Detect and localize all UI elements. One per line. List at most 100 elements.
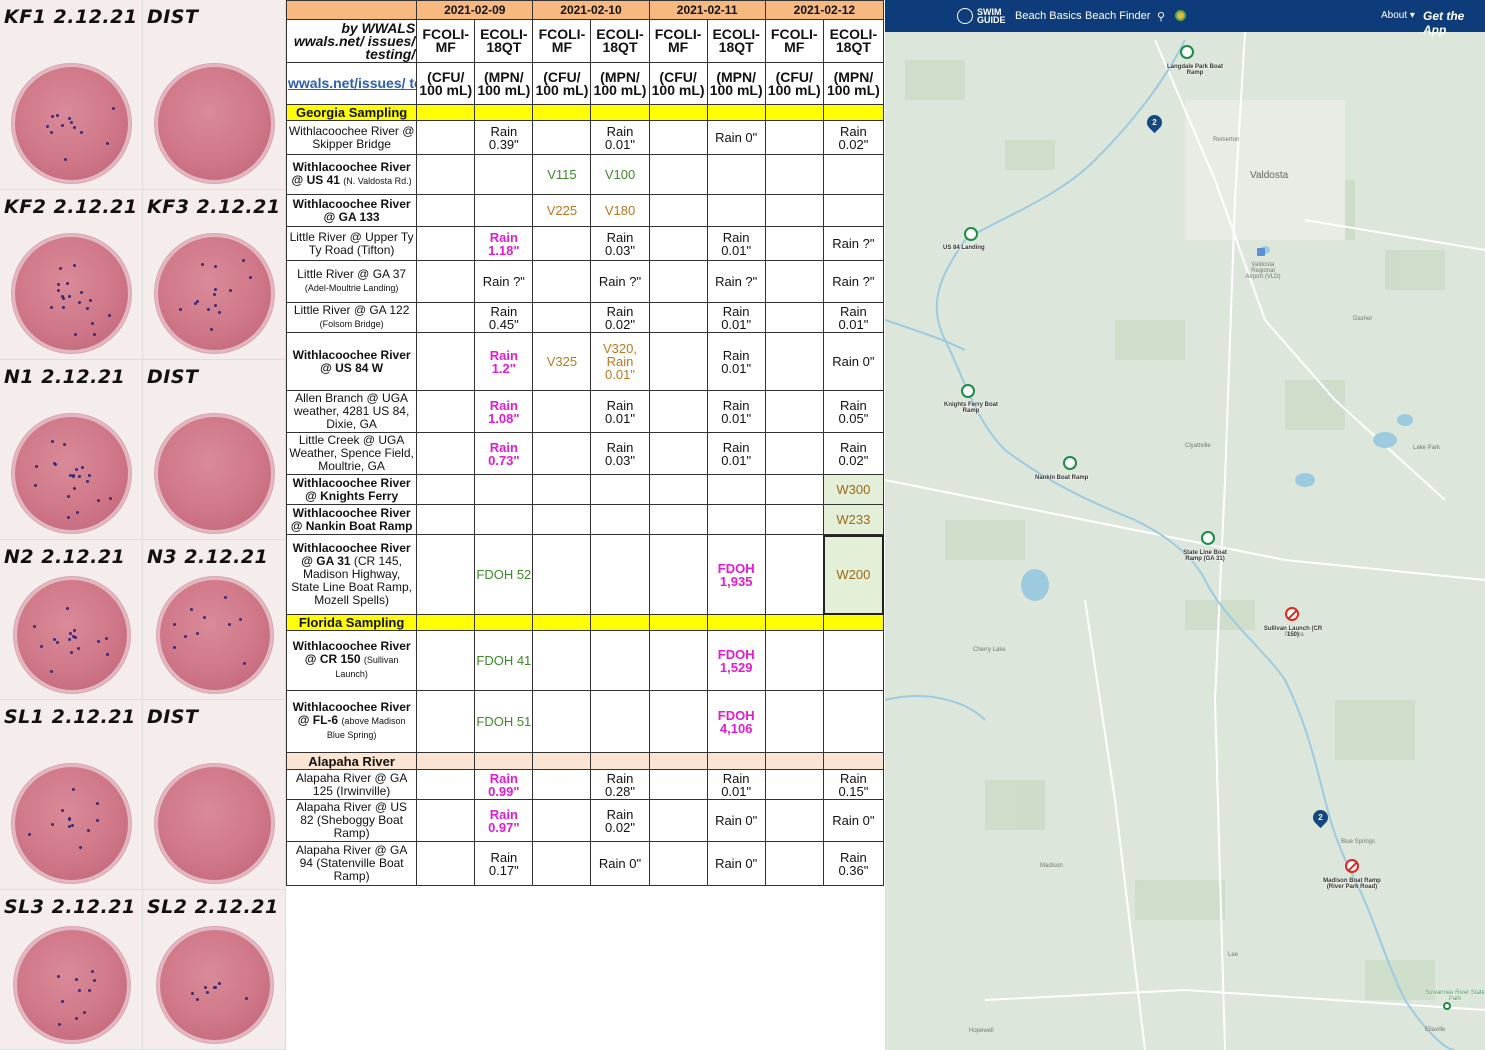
beach-marker[interactable] [1063,456,1077,470]
plate-label: KF3 2.12.21 [147,196,281,218]
data-cell: FDOH 1,935 [706,534,766,615]
data-cell: Rain ?" [706,260,766,303]
data-cell [532,120,592,155]
section-filler [416,614,476,631]
colony-dot [74,636,78,640]
colony-dot [95,801,99,805]
col-ecoli: ECOLI-18QT [822,19,885,63]
colony-dot [67,294,71,298]
beach-marker[interactable] [1443,1002,1451,1010]
swim-guide-logo-icon[interactable] [957,8,973,24]
section-label: Alapaha River [285,752,418,770]
data-cell [706,154,766,195]
section-filler [764,752,824,770]
data-cell: Rain 0" [706,841,766,886]
attribution-prefix: by WWALS [341,19,416,36]
colony-dot [201,262,205,266]
table-row: Allen Branch @ UGA weather, 4281 US 84, … [285,390,885,433]
beach-marker[interactable] [1180,45,1194,59]
colony-dot [202,616,206,620]
swim-guide-logo[interactable]: SWIM GUIDE [977,8,1006,25]
colony-dot [57,974,61,978]
colony-dot [67,495,71,499]
colony-dot [46,125,50,129]
data-cell [416,120,476,155]
col-fcoli: FCOLI-MF [416,19,476,63]
col-ecoli: ECOLI-18QT [590,19,650,63]
data-cell [474,154,534,195]
data-cell: FDOH 41 [474,630,534,691]
colony-dot [93,979,97,983]
petri-dish [158,767,271,880]
colony-dot [75,978,79,982]
beach-marker[interactable] [1201,531,1215,545]
data-cell: Rain 0" [706,120,766,155]
colony-dot [78,846,82,850]
data-cell [416,390,476,433]
col-fcoli: FCOLI-MF [648,19,708,63]
data-cell [648,432,708,475]
colony-dot [55,113,59,117]
colony-dot [105,653,109,657]
beach-marker[interactable] [1345,859,1359,873]
section-filler [532,614,592,631]
data-cell: V115 [532,154,592,195]
colony-dot [76,510,80,514]
globe-icon[interactable] [1175,10,1186,21]
swim-guide-map[interactable]: SWIM GUIDE Beach Basics Beach Finder ⚲ A… [885,0,1485,1050]
beach-marker-label: Langdale Park Boat Ramp [1166,64,1223,76]
data-cell: Rain ?" [590,260,650,303]
data-cell [590,630,650,691]
colony-dot [74,333,78,337]
colony-dot [173,645,177,649]
colony-dot [56,641,60,645]
nav-get-the-app[interactable]: Get the App [1423,9,1465,37]
data-cell [822,194,885,227]
colony-dot [50,440,54,444]
data-cell [648,504,708,535]
data-cell [648,194,708,227]
cluster-marker[interactable]: 2 [1143,111,1166,134]
place-label: Pinetta [1285,632,1304,638]
data-cell: Rain 0" [822,799,885,842]
data-cell [532,534,592,615]
site-name: Alapaha River @ GA 94 (Statenville Boat … [285,841,418,886]
nav-beach-basics[interactable]: Beach Basics [1015,10,1082,22]
colony-dot [63,157,67,161]
data-cell: Rain 0.05" [822,390,885,433]
cluster-marker[interactable]: 2 [1309,806,1332,829]
site-main: Little River @ Upper Ty Ty Road (Tifton) [289,229,414,257]
place-label: Madison [1040,863,1063,869]
colony-dot [190,607,194,611]
site-main: Withlacoochee River @ Knights Ferry [292,475,411,503]
colony-dot [40,644,44,648]
data-cell: FDOH 52 [474,534,534,615]
attribution-rest: wwals.net/ issues/ testing/ [293,32,416,62]
section-filler [764,614,824,631]
nav-about[interactable]: About ▾ [1381,10,1415,21]
col-fcoli: FCOLI-MF [532,19,592,63]
petri-dish [16,930,127,1040]
site-name: Withlacoochee River @ CR 150 (Sullivan L… [285,630,418,691]
colony-dot [96,498,100,502]
date-cell: 2021-02-09 [416,0,534,20]
data-cell: Rain 0.01" [706,302,766,333]
site-name: Alapaha River @ GA 125 (Irwinville) [285,769,418,800]
data-cell [416,630,476,691]
site-sub: (Folsom Bridge) [319,319,384,329]
testing-link[interactable]: wwals.net/issues/ testing/ [285,62,418,105]
nav-beach-finder[interactable]: Beach Finder [1085,10,1151,22]
data-cell [648,154,708,195]
search-icon[interactable]: ⚲ [1157,11,1166,23]
data-cell [706,194,766,227]
data-cell [764,332,824,391]
colony-dot [206,990,210,994]
site-name: Withlacoochee River @ US 41 (N. Valdosta… [285,154,418,195]
beach-marker[interactable] [1285,607,1299,621]
data-cell [764,799,824,842]
table-row: Withlacoochee River @ US 41 (N. Valdosta… [285,154,885,195]
beach-marker[interactable] [961,384,975,398]
beach-marker[interactable] [964,227,978,241]
data-cell [590,690,650,753]
data-cell [416,534,476,615]
